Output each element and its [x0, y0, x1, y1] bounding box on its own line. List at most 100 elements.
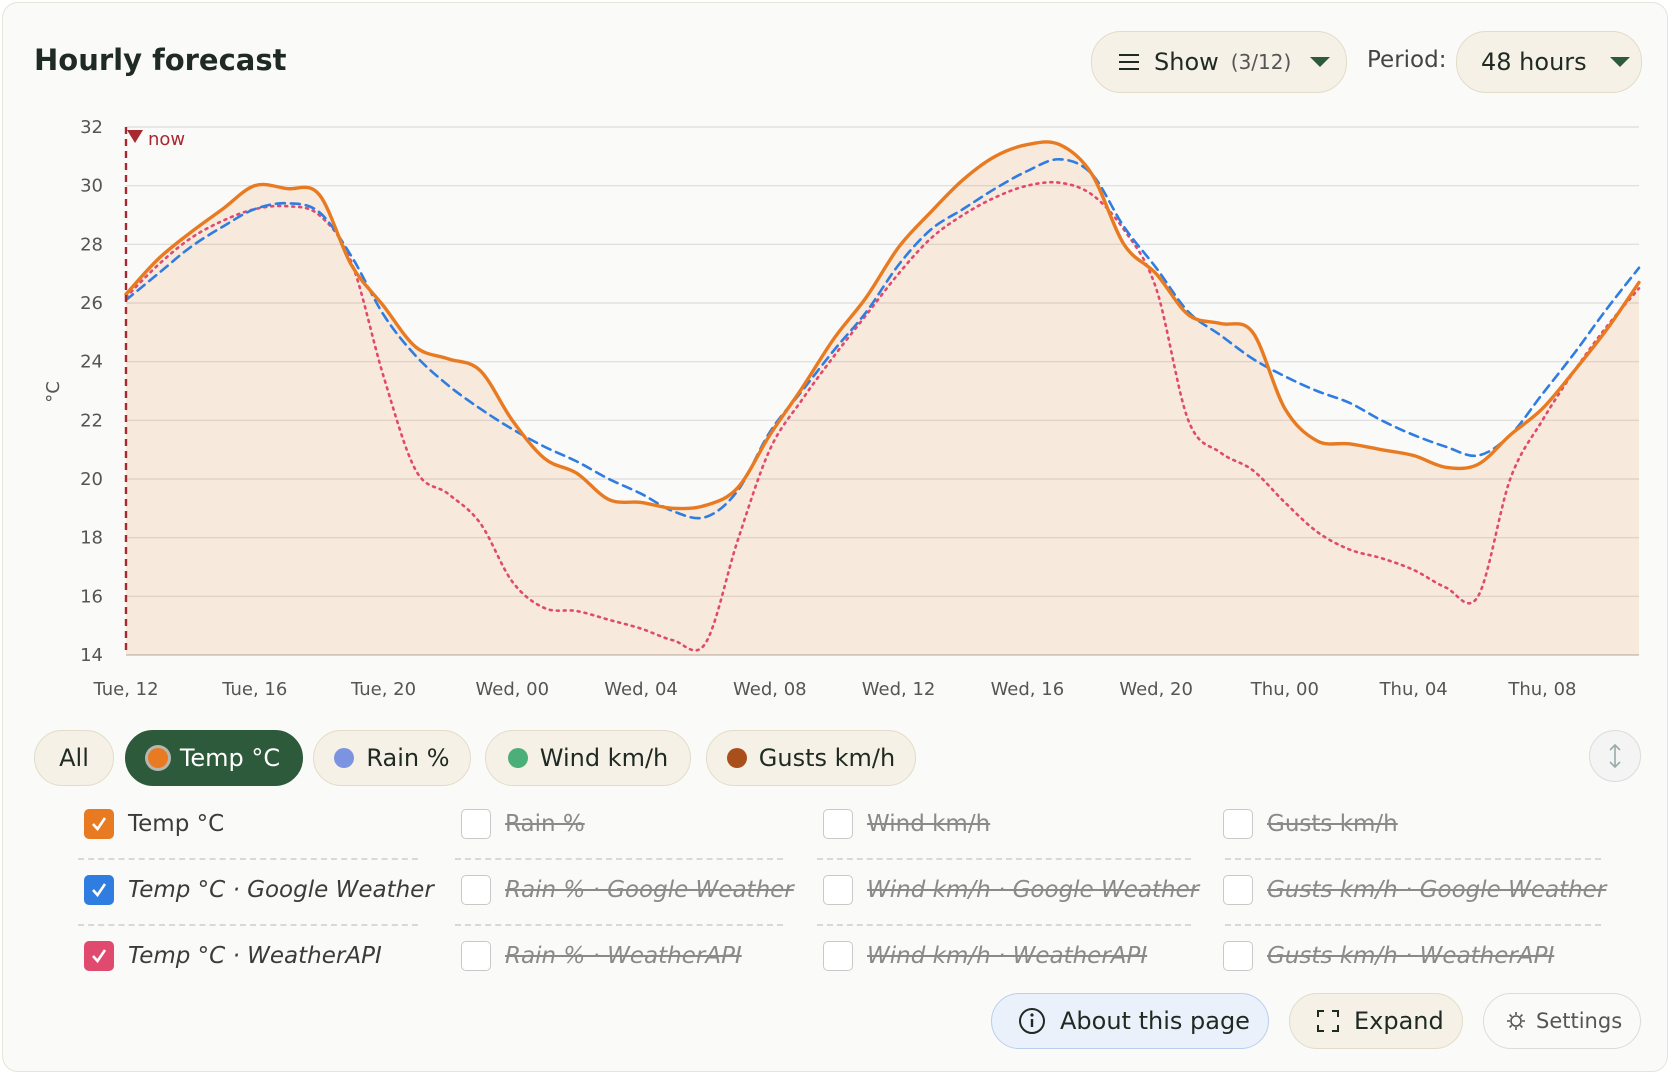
chip-dot	[726, 748, 747, 768]
separator	[1225, 924, 1601, 926]
series-line	[124, 180, 1641, 652]
filter-option: Gusts km/h · Google Weather	[1223, 874, 1606, 906]
series-line	[124, 157, 1641, 520]
y-tick-label: 22	[80, 410, 103, 431]
y-axis-label: °C	[43, 381, 64, 403]
expand-label: Expand	[1354, 1007, 1444, 1035]
checkbox[interactable]	[461, 941, 491, 971]
filter-option: Gusts km/h	[1223, 808, 1398, 840]
chip-label: Gusts km/h	[758, 744, 896, 772]
filter-option: Wind km/h · WeatherAPI	[823, 940, 1147, 972]
show-label: Show	[1154, 48, 1219, 76]
filter-chip[interactable]: Wind km/h	[485, 730, 691, 786]
chart: 14 16 18 20 22 24 26 28 30 32 °C Tue, 12 Tue, 16 Tue,…	[43, 117, 1641, 700]
period-label: Period:	[1367, 47, 1447, 73]
x-tick-label: Tue, 12	[92, 679, 158, 700]
expand-button[interactable]: Expand	[1289, 993, 1463, 1049]
filter-option: Rain %	[461, 808, 585, 840]
filter-chip[interactable]: Gusts km/h	[706, 730, 916, 786]
about-label: About this page	[1060, 1007, 1250, 1035]
checkbox[interactable]	[84, 875, 114, 905]
dropdown-arrow	[1310, 57, 1331, 67]
checkbox[interactable]	[1223, 941, 1253, 971]
separator	[78, 924, 418, 926]
chip-dot	[334, 748, 355, 768]
filter-option: Rain % · WeatherAPI	[461, 940, 742, 972]
reorder-button[interactable]	[1589, 730, 1641, 782]
y-tick-label: 26	[80, 293, 103, 314]
separator	[455, 924, 783, 926]
x-tick-label: Thu, 00	[1250, 679, 1319, 700]
x-tick-label: Thu, 04	[1379, 679, 1448, 700]
y-tick-label: 30	[80, 176, 103, 197]
chip-label: Temp °C	[179, 744, 281, 772]
checkbox[interactable]	[1223, 875, 1253, 905]
period-select[interactable]: 48 hours	[1456, 31, 1642, 93]
filter-option: Wind km/h	[823, 808, 990, 840]
x-tick-label: Wed, 20	[1119, 679, 1193, 700]
option-label: Rain % · Google Weather	[505, 877, 794, 903]
x-tick-label: Wed, 00	[476, 679, 550, 700]
x-tick-label: Thu, 08	[1507, 679, 1576, 700]
option-label: Rain %	[505, 811, 585, 837]
option-label: Rain % · WeatherAPI	[505, 943, 742, 969]
check-icon	[92, 883, 107, 898]
filter-chip[interactable]: Temp °C	[125, 730, 303, 786]
y-tick-label: 28	[80, 234, 103, 255]
settings-button[interactable]: Settings	[1483, 993, 1641, 1049]
option-label: Temp °C · Google Weather	[128, 877, 434, 903]
card-title: Hourly forecast	[34, 43, 287, 77]
y-tick-label: 32	[80, 117, 103, 138]
checkbox[interactable]	[823, 941, 853, 971]
y-tick-label: 20	[80, 469, 103, 490]
show-count: (3/12)	[1230, 50, 1292, 74]
y-tick-label: 14	[80, 645, 103, 666]
option-label: Wind km/h · WeatherAPI	[867, 943, 1148, 969]
filter-option: Gusts km/h · WeatherAPI	[1223, 940, 1554, 972]
dropdown-arrow	[1609, 57, 1630, 67]
checkbox[interactable]	[823, 875, 853, 905]
x-tick-label: Tue, 20	[350, 679, 416, 700]
settings-label: Settings	[1536, 1009, 1623, 1033]
checkbox[interactable]	[1223, 809, 1253, 839]
option-label: Temp °C · WeatherAPI	[128, 943, 382, 969]
separator	[78, 858, 418, 860]
filter-option: Rain % · Google Weather	[461, 874, 794, 906]
period-value: 48 hours	[1481, 48, 1587, 76]
now-marker	[127, 130, 143, 143]
info-icon	[1019, 1008, 1045, 1034]
series-line	[124, 140, 1641, 511]
filter-chip[interactable]: All	[34, 730, 114, 786]
gear-icon	[1507, 1012, 1525, 1030]
x-tick-label: Wed, 12	[862, 679, 936, 700]
x-tick-label: Wed, 08	[733, 679, 807, 700]
now-label: now	[148, 129, 185, 150]
check-icon	[92, 817, 107, 832]
option-label: Wind km/h	[867, 811, 991, 837]
show-button[interactable]: Show (3/12)	[1091, 31, 1347, 93]
checkbox[interactable]	[84, 809, 114, 839]
chip-dot	[507, 748, 528, 768]
separator	[1225, 858, 1601, 860]
x-tick-label: Tue, 16	[221, 679, 287, 700]
y-tick-label: 18	[80, 528, 103, 549]
updown-icon	[1609, 743, 1621, 769]
filter-option: Wind km/h · Google Weather	[823, 874, 1199, 906]
checkbox[interactable]	[461, 875, 491, 905]
area-fill	[126, 141, 1639, 655]
checkbox[interactable]	[84, 941, 114, 971]
x-tick-label: Wed, 16	[991, 679, 1065, 700]
option-label: Gusts km/h	[1267, 811, 1398, 837]
y-tick-label: 16	[80, 586, 103, 607]
separator	[817, 924, 1191, 926]
chip-label: Rain %	[366, 744, 450, 772]
about-button[interactable]: About this page	[991, 993, 1269, 1049]
checkbox[interactable]	[823, 809, 853, 839]
separator	[455, 858, 783, 860]
x-tick-label: Wed, 04	[604, 679, 678, 700]
checkbox[interactable]	[461, 809, 491, 839]
option-label: Gusts km/h · Google Weather	[1267, 877, 1607, 903]
chip-label: Wind km/h	[539, 744, 669, 772]
filter-chip[interactable]: Rain %	[313, 730, 471, 786]
